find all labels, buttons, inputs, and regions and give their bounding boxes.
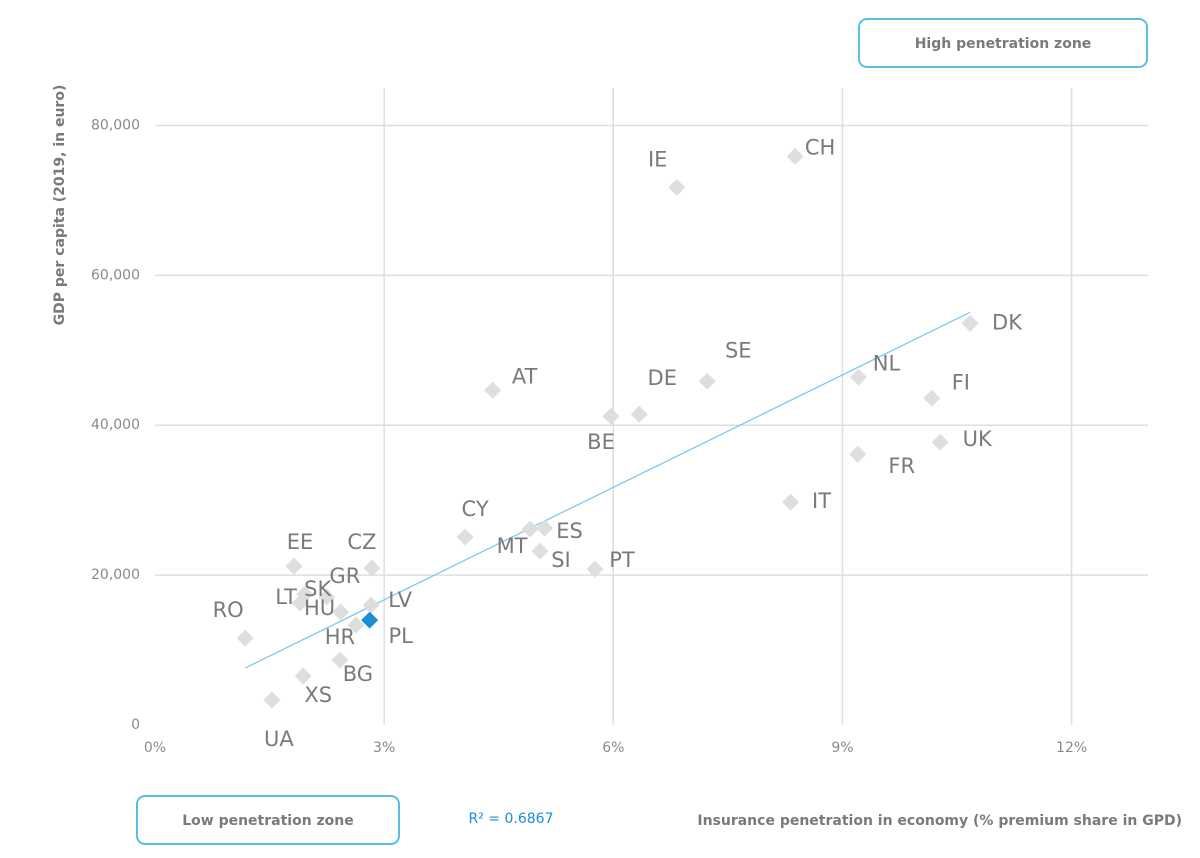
point-label: GR: [329, 564, 360, 588]
point: [586, 560, 604, 578]
point: [362, 596, 380, 614]
point-label: EE: [287, 530, 314, 554]
point-label: BG: [343, 662, 373, 686]
x-tick-label: 0%: [144, 740, 166, 756]
point-label: LV: [388, 588, 412, 612]
point-label: HU: [304, 596, 335, 620]
zone-low-label: Low penetration zone: [182, 813, 354, 829]
point-label: ES: [556, 519, 583, 543]
point-label: PL: [388, 624, 413, 648]
point: [961, 314, 979, 332]
point-label: DE: [648, 366, 677, 390]
x-tick-label: 12%: [1056, 740, 1087, 756]
point: [347, 616, 365, 634]
point: [285, 557, 303, 575]
point: [331, 651, 349, 669]
point-label: SE: [725, 338, 752, 362]
point-label: NL: [873, 351, 901, 375]
point: [602, 407, 620, 425]
y-tick-label: 80,000: [91, 117, 140, 133]
point-label: UK: [963, 427, 993, 451]
x-tick-label: 6%: [602, 740, 624, 756]
point-label: CH: [805, 135, 835, 159]
point: [668, 178, 686, 196]
point: [850, 368, 867, 386]
point: [531, 542, 549, 560]
y-tick-label: 40,000: [91, 417, 140, 433]
point: [318, 588, 336, 606]
point-label: UA: [264, 727, 294, 751]
y-tick-label: 0: [131, 717, 140, 733]
point: [521, 520, 539, 538]
point: [291, 594, 309, 612]
point: [456, 528, 474, 546]
point: [484, 381, 502, 399]
y-tick-label: 20,000: [91, 567, 140, 583]
point-label: FI: [952, 370, 970, 394]
x-tick-label: 3%: [373, 740, 395, 756]
point-label: FR: [888, 454, 915, 478]
point: [294, 667, 312, 685]
point-label: SI: [551, 548, 571, 572]
point-label: CY: [462, 497, 489, 521]
point-label: CZ: [347, 530, 376, 554]
y-tick-label: 60,000: [91, 267, 140, 283]
point: [236, 629, 254, 647]
point-label: XS: [304, 683, 332, 707]
point-label: SK: [304, 577, 332, 601]
zone-box: [136, 795, 400, 845]
r-squared: R² = 0.6867: [469, 811, 554, 827]
zone-high-label: High penetration zone: [915, 36, 1092, 52]
point-label: IE: [648, 147, 667, 171]
x-tick-label: 9%: [831, 740, 853, 756]
point: [698, 372, 716, 390]
point-label: DK: [992, 310, 1023, 334]
point: [782, 493, 800, 511]
point: [332, 603, 350, 621]
point-label: BE: [587, 430, 615, 454]
point-label: AT: [512, 364, 538, 388]
point: [630, 405, 648, 423]
point: [931, 433, 949, 451]
point-label: LT: [275, 585, 297, 609]
y-axis-title: GDP per capita (2019, in euro): [52, 85, 68, 326]
point: [923, 389, 941, 407]
zone-box: [858, 18, 1148, 68]
point: [263, 691, 281, 709]
trendline: [244, 311, 971, 669]
point: [363, 559, 381, 577]
point-label: MT: [497, 534, 528, 558]
point-label: PT: [609, 548, 635, 572]
point-label: RO: [213, 598, 244, 622]
x-axis-title: Insurance penetration in economy (% prem…: [697, 813, 1182, 829]
point-label: IT: [812, 489, 831, 513]
point: [849, 445, 867, 463]
point-label: HR: [325, 625, 355, 649]
point: [786, 147, 804, 165]
point: [536, 519, 554, 537]
point: [361, 611, 379, 629]
